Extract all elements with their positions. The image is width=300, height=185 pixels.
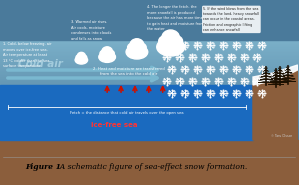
Text: © Taru Olsson: © Taru Olsson [272,134,293,138]
Ellipse shape [76,55,81,60]
Text: 3. Warmed air rises.
Air cools, moisture
condenses into clouds
and falls as snow: 3. Warmed air rises. Air cools, moisture… [71,20,112,41]
Ellipse shape [130,39,144,51]
Text: Figure 1: Figure 1 [25,163,61,171]
Ellipse shape [126,45,148,59]
Bar [0,85,253,140]
Ellipse shape [137,43,146,51]
Ellipse shape [75,56,88,64]
Ellipse shape [128,43,137,51]
Text: 5. If the wind blows from the sea
towards the land, heavy snowfall
can occur in : 5. If the wind blows from the sea toward… [203,7,260,32]
Text: 1. Cold, below freezing, air
moves over ice-free sea.
Air temperature at least
1: 1. Cold, below freezing, air moves over … [3,42,52,68]
Polygon shape [253,65,298,85]
Ellipse shape [162,30,180,46]
Ellipse shape [171,36,182,46]
Ellipse shape [157,38,184,56]
Polygon shape [253,70,298,140]
Ellipse shape [77,52,86,60]
Ellipse shape [107,50,114,56]
Text: Fetch = the distance that cold air travels over the open sea: Fetch = the distance that cold air trave… [70,111,184,115]
Ellipse shape [99,52,116,62]
Text: 4. The longer the fetch, the
more snowfall is produced
because the air has more : 4. The longer the fetch, the more snowfa… [147,5,204,31]
Ellipse shape [102,47,112,56]
Text: ice-free sea: ice-free sea [91,122,137,128]
Ellipse shape [159,36,171,46]
Text: A schematic figure of sea-effect snow formation.: A schematic figure of sea-effect snow fo… [55,163,247,171]
Ellipse shape [100,50,107,56]
Text: Cold air: Cold air [18,59,63,69]
Ellipse shape [81,55,87,60]
Text: 2. Heat and moisture are transferred
from the sea into the cold air: 2. Heat and moisture are transferred fro… [93,67,165,76]
